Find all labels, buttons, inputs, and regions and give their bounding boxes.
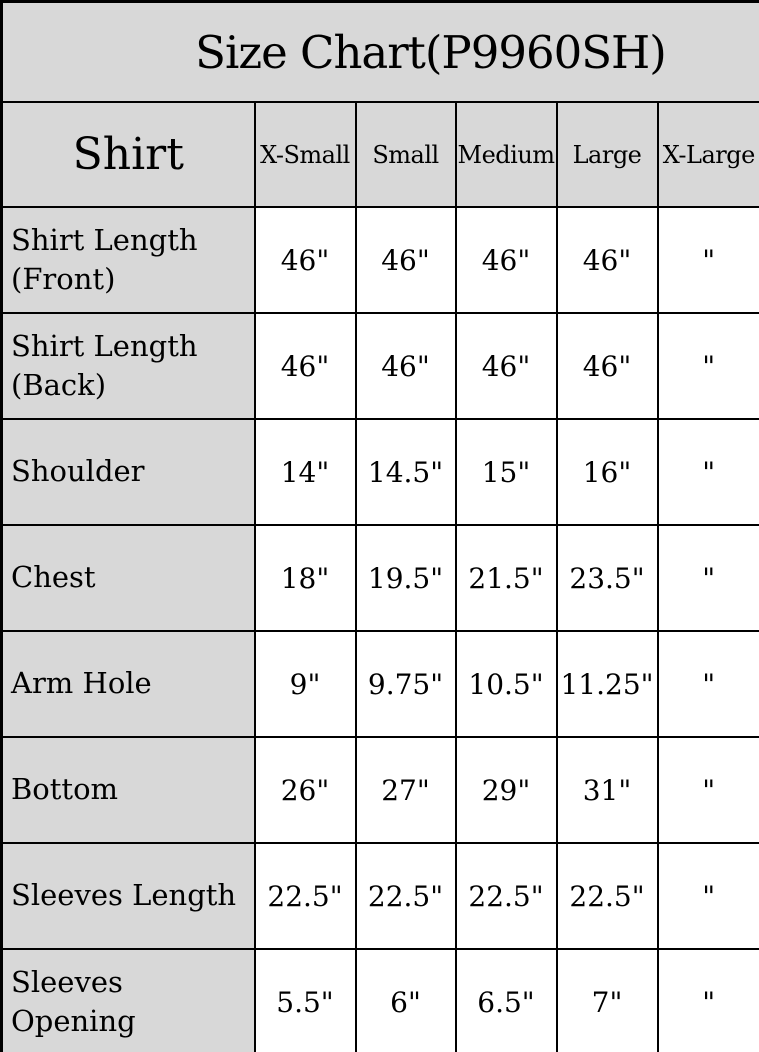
- value-cell: 22.5": [354, 842, 457, 950]
- value-cell: 5.5": [253, 948, 357, 1052]
- value-cell: 22.5": [253, 842, 357, 950]
- value-cell: 10.5": [454, 630, 558, 738]
- value-cell: ": [656, 418, 759, 526]
- value-cell: 29": [454, 736, 558, 844]
- table-row-sleeves-opening: Sleeves Opening 5.5" 6" 6.5" 7" ": [0, 948, 759, 1052]
- column-header-x-small: X-Small: [253, 101, 357, 208]
- row-label: Bottom: [0, 736, 256, 844]
- value-cell: 26": [253, 736, 357, 844]
- value-cell: ": [656, 842, 759, 950]
- value-cell: 7": [555, 948, 659, 1052]
- value-cell: 9.75": [354, 630, 457, 738]
- row-label: Shirt Length (Front): [0, 206, 256, 314]
- value-cell: 14.5": [354, 418, 457, 526]
- table-row-shirt-length-front: Shirt Length (Front) 46" 46" 46" 46" ": [0, 206, 759, 314]
- row-label: Shirt Length (Back): [0, 312, 256, 420]
- column-header-x-large: X-Large: [656, 101, 759, 208]
- value-cell: 46": [354, 206, 457, 314]
- row-label: Sleeves Length: [0, 842, 256, 950]
- value-cell: 14": [253, 418, 357, 526]
- title-row: Size Chart(P9960SH): [0, 0, 759, 103]
- chart-title: Size Chart(P9960SH): [0, 0, 759, 103]
- table-row-arm-hole: Arm Hole 9" 9.75" 10.5" 11.25" ": [0, 630, 759, 738]
- value-cell: 18": [253, 524, 357, 632]
- value-cell: 22.5": [555, 842, 659, 950]
- row-label: Chest: [0, 524, 256, 632]
- value-cell: 46": [253, 312, 357, 420]
- table-row-shoulder: Shoulder 14" 14.5" 15" 16" ": [0, 418, 759, 526]
- column-header-small: Small: [354, 101, 457, 208]
- corner-header-shirt: Shirt: [0, 101, 256, 208]
- value-cell: ": [656, 736, 759, 844]
- value-cell: 23.5": [555, 524, 659, 632]
- value-cell: ": [656, 948, 759, 1052]
- column-header-large: Large: [555, 101, 659, 208]
- value-cell: 21.5": [454, 524, 558, 632]
- value-cell: ": [656, 312, 759, 420]
- header-row: Shirt X-Small Small Medium Large X-Large: [0, 101, 759, 208]
- row-label: Shoulder: [0, 418, 256, 526]
- value-cell: 46": [253, 206, 357, 314]
- value-cell: 46": [555, 206, 659, 314]
- value-cell: 15": [454, 418, 558, 526]
- value-cell: 6": [354, 948, 457, 1052]
- value-cell: 27": [354, 736, 457, 844]
- value-cell: 46": [454, 206, 558, 314]
- row-label: Sleeves Opening: [0, 948, 256, 1052]
- value-cell: 46": [454, 312, 558, 420]
- value-cell: 31": [555, 736, 659, 844]
- value-cell: 19.5": [354, 524, 457, 632]
- value-cell: 9": [253, 630, 357, 738]
- value-cell: ": [656, 524, 759, 632]
- row-label: Arm Hole: [0, 630, 256, 738]
- table-row-bottom: Bottom 26" 27" 29" 31" ": [0, 736, 759, 844]
- value-cell: 46": [354, 312, 457, 420]
- value-cell: ": [656, 206, 759, 314]
- value-cell: 22.5": [454, 842, 558, 950]
- value-cell: 46": [555, 312, 659, 420]
- table-row-chest: Chest 18" 19.5" 21.5" 23.5" ": [0, 524, 759, 632]
- table-row-shirt-length-back: Shirt Length (Back) 46" 46" 46" 46" ": [0, 312, 759, 420]
- value-cell: 16": [555, 418, 659, 526]
- table-row-sleeves-length: Sleeves Length 22.5" 22.5" 22.5" 22.5" ": [0, 842, 759, 950]
- value-cell: 6.5": [454, 948, 558, 1052]
- value-cell: ": [656, 630, 759, 738]
- value-cell: 11.25": [555, 630, 659, 738]
- column-header-medium: Medium: [454, 101, 558, 208]
